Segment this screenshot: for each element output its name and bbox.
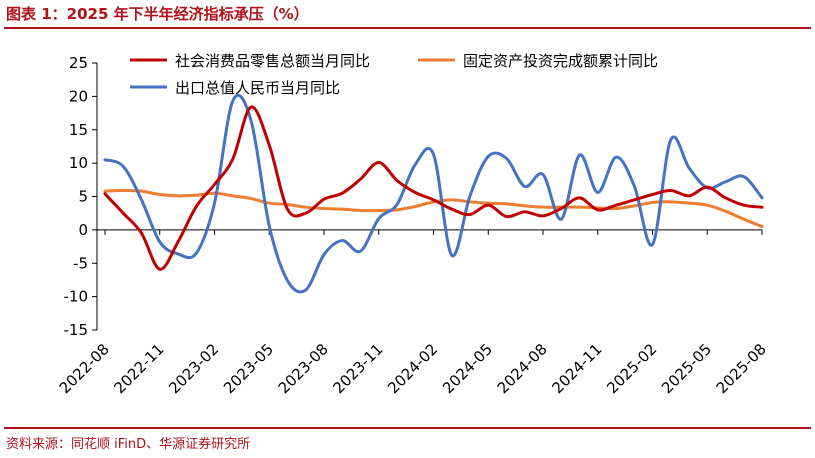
x-tick-label: 2024-08 bbox=[494, 340, 551, 397]
series-line-1 bbox=[103, 105, 764, 271]
y-tick-label: -10 bbox=[64, 288, 89, 306]
series-lines bbox=[103, 93, 764, 294]
chart-title: 图表 1：2025 年下半年经济指标承压（%） bbox=[6, 5, 309, 23]
x-tick-label: 2022-11 bbox=[111, 340, 168, 397]
series-line-3 bbox=[103, 93, 764, 294]
y-tick-label: 20 bbox=[69, 87, 88, 105]
y-tick-label: 5 bbox=[78, 188, 88, 206]
x-axis: 2022-082022-112023-022023-052023-082023-… bbox=[56, 229, 770, 397]
y-tick-label: -15 bbox=[64, 321, 89, 339]
legend-label-2: 固定资产投资完成额累计同比 bbox=[463, 52, 658, 70]
series-line-2 bbox=[103, 188, 764, 229]
y-tick-label: 25 bbox=[69, 54, 88, 72]
x-tick-label: 2023-02 bbox=[165, 340, 222, 397]
x-tick-label: 2023-11 bbox=[330, 340, 387, 397]
x-tick-label: 2025-02 bbox=[603, 340, 660, 397]
source-note: 资料来源：同花顺 iFinD、华源证券研究所 bbox=[6, 437, 251, 452]
x-tick-label: 2025-08 bbox=[713, 340, 770, 397]
x-tick-label: 2024-11 bbox=[549, 340, 606, 397]
legend-label-3: 出口总值人民币当月同比 bbox=[175, 79, 340, 97]
y-tick-label: -5 bbox=[73, 254, 88, 272]
x-tick-label: 2025-05 bbox=[658, 340, 715, 397]
y-tick-label: 15 bbox=[69, 121, 88, 139]
x-tick-label: 2023-08 bbox=[275, 340, 332, 397]
source-rule bbox=[4, 427, 811, 429]
y-tick-label: 10 bbox=[69, 154, 88, 172]
x-tick-label: 2024-02 bbox=[384, 340, 441, 397]
y-axis: -15 -10 -5 0 5 10 15 20 25 bbox=[64, 54, 98, 339]
y-tick-label: 0 bbox=[78, 221, 88, 239]
x-tick-label: 2023-05 bbox=[220, 340, 277, 397]
title-rule bbox=[4, 27, 811, 29]
legend-label-1: 社会消费品零售总额当月同比 bbox=[175, 52, 370, 70]
x-tick-label: 2024-05 bbox=[439, 340, 496, 397]
x-tick-label: 2022-08 bbox=[56, 340, 113, 397]
